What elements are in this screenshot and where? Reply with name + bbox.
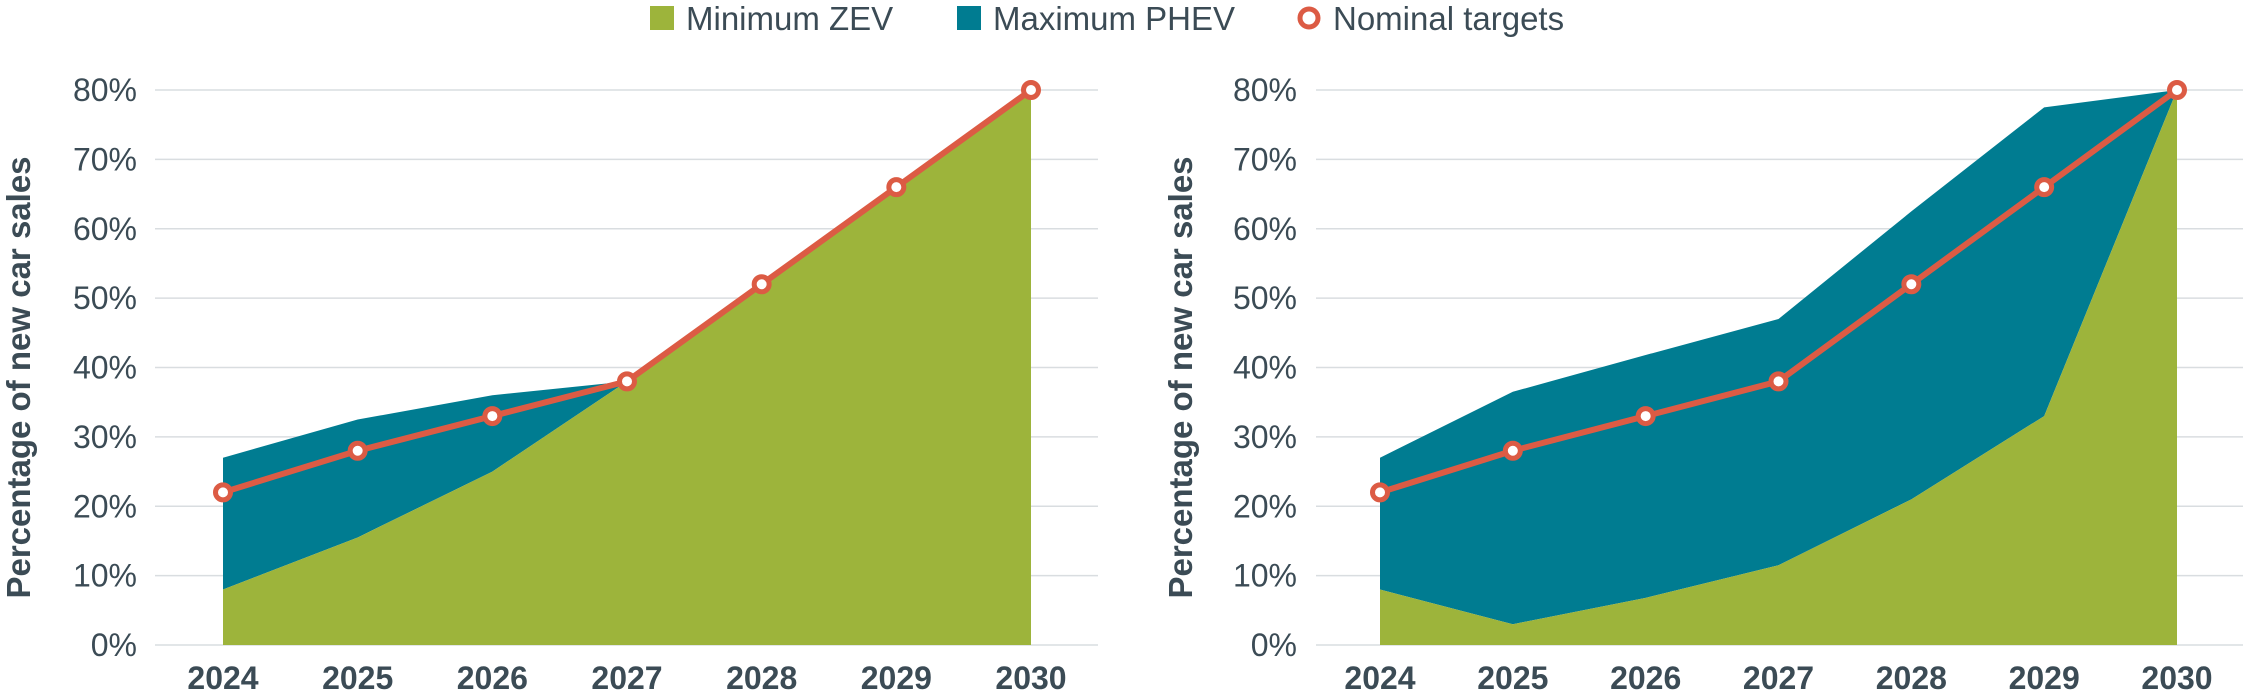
y-tick-label: 10% xyxy=(1233,558,1297,594)
y-tick-label: 30% xyxy=(1233,419,1297,455)
nominal-target-point xyxy=(1021,80,1041,100)
y-tick-label: 20% xyxy=(1233,488,1297,524)
y-tick-label: 0% xyxy=(1251,627,1297,663)
x-tick-label: 2026 xyxy=(1610,660,1681,696)
legend-marker xyxy=(1297,6,1321,30)
y-tick-label: 0% xyxy=(91,627,137,663)
legend-swatch xyxy=(957,6,981,30)
y-tick-label: 60% xyxy=(1233,211,1297,247)
x-tick-label: 2028 xyxy=(1876,660,1947,696)
x-tick-label: 2030 xyxy=(995,660,1066,696)
y-tick-label: 40% xyxy=(1233,350,1297,386)
y-tick-label: 20% xyxy=(73,488,137,524)
nominal-target-point xyxy=(1768,371,1789,392)
phev-area xyxy=(1380,90,2177,625)
y-axis-ticks: 0% 10% 20% 30% 40% 50% 60% 70% 80% xyxy=(73,72,137,663)
nominal-target-point xyxy=(1635,406,1656,427)
x-tick-label: 2026 xyxy=(457,660,528,696)
nominal-target-point xyxy=(213,482,233,503)
chart-panels: 0%10%20%30%40%50%60%70%80%2024 2025 2026 20… xyxy=(0,72,2243,696)
nominal-target-point xyxy=(2167,80,2187,100)
nominal-target-point xyxy=(1502,440,1523,461)
y-tick-label: 40% xyxy=(73,350,137,386)
legend-label: Minimum ZEV xyxy=(686,0,893,37)
x-tick-label: 2025 xyxy=(322,660,393,696)
y-axis-label: Percentage of new car sales xyxy=(1162,156,1199,598)
nominal-target-point xyxy=(751,274,772,295)
x-axis-ticks: 2024 2025 2026 2027 2028 2029 2030 xyxy=(1344,660,2212,696)
x-tick-label: 2030 xyxy=(2141,660,2212,696)
y-tick-label: 10% xyxy=(73,558,137,594)
legend-label: Maximum PHEV xyxy=(993,0,1235,37)
x-tick-label: 2024 xyxy=(187,660,258,696)
nominal-target-point xyxy=(617,371,637,392)
legend-item: Minimum ZEV xyxy=(650,0,893,37)
x-tick-label: 2027 xyxy=(591,660,662,696)
nominal-target-point xyxy=(347,440,368,461)
legend-item: Maximum PHEV xyxy=(957,0,1235,37)
y-tick-label: 50% xyxy=(73,280,137,316)
y-tick-label: 30% xyxy=(73,419,137,455)
zev-area xyxy=(1380,90,2177,645)
nominal-target-point xyxy=(482,406,503,427)
y-axis-ticks: 0% 10% 20% 30% 40% 50% 60% 70% 80% xyxy=(1233,72,1297,663)
nominal-target-point xyxy=(1901,274,1922,295)
y-axis-label: Percentage of new car sales xyxy=(0,156,37,598)
x-tick-label: 2029 xyxy=(861,660,932,696)
legend: Minimum ZEV Maximum PHEV Nominal targets xyxy=(650,0,1564,37)
nominal-target-point xyxy=(886,177,907,198)
legend-swatch xyxy=(650,6,674,30)
nominal-target-point xyxy=(1370,482,1390,503)
legend-item: Nominal targets xyxy=(1297,0,1564,37)
y-tick-label: 70% xyxy=(73,141,137,177)
x-tick-label: 2028 xyxy=(726,660,797,696)
y-tick-label: 60% xyxy=(73,211,137,247)
phev-area xyxy=(223,90,1031,590)
legend-label: Nominal targets xyxy=(1333,0,1564,37)
y-tick-label: 50% xyxy=(1233,280,1297,316)
y-tick-label: 80% xyxy=(73,72,137,108)
nominal-target-point xyxy=(2034,177,2055,198)
x-tick-label: 2024 xyxy=(1344,660,1415,696)
zev-area xyxy=(223,90,1031,645)
x-axis-ticks: 2024 2025 2026 2027 2028 2029 2030 xyxy=(187,660,1066,696)
y-tick-label: 80% xyxy=(1233,72,1297,108)
y-tick-label: 70% xyxy=(1233,141,1297,177)
x-tick-label: 2027 xyxy=(1743,660,1814,696)
x-tick-label: 2029 xyxy=(2009,660,2080,696)
chart-panel-left: 0%10%20%30%40%50%60%70%80%2024 2025 2026 20… xyxy=(0,72,1098,696)
x-tick-label: 2025 xyxy=(1477,660,1548,696)
chart-panel-right: 0%10%20%30%40%50%60%70%80%2024 2025 2026 20… xyxy=(1162,72,2243,696)
